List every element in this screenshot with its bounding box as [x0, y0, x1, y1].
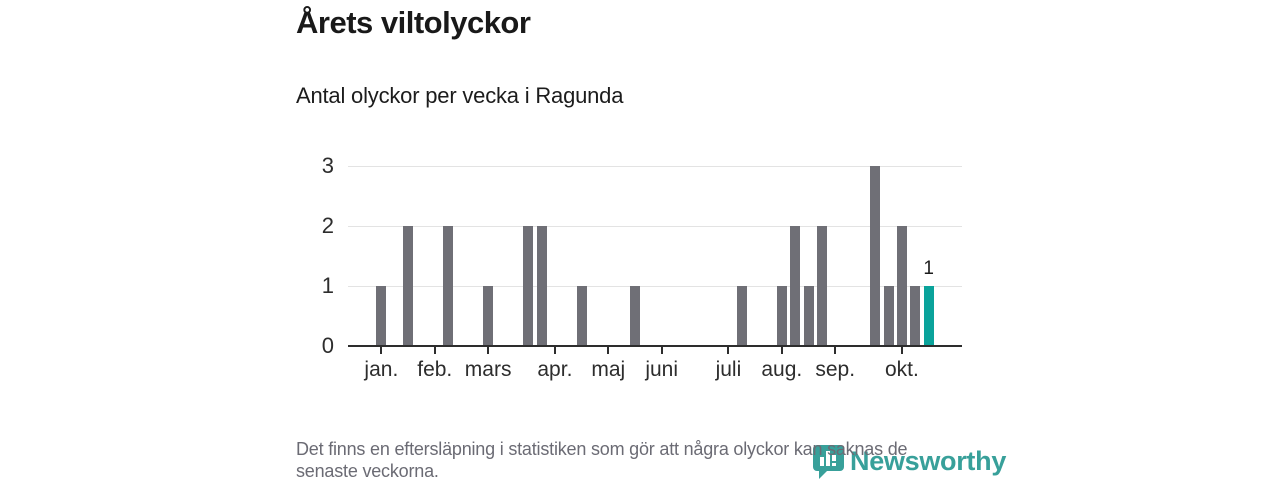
month-label: juli [715, 358, 742, 381]
newsworthy-logo-icon [812, 444, 845, 479]
month-label: feb. [417, 358, 453, 381]
x-axis-tick [553, 347, 556, 354]
gridline [348, 286, 962, 287]
bar-week [629, 286, 640, 346]
bar-week [523, 226, 534, 346]
month-label: okt. [884, 358, 919, 381]
bar-week [576, 286, 587, 346]
month-label: jan. [364, 358, 399, 381]
month-label: mars [464, 358, 512, 381]
month-label: apr. [537, 358, 573, 381]
month-label: juni [645, 358, 679, 381]
bar-week [883, 286, 894, 346]
highlight-value-label: 1 [923, 258, 934, 279]
x-axis-line [348, 345, 962, 347]
y-tick-label: 0 [321, 333, 334, 358]
bar-week [776, 286, 787, 346]
bar-week [376, 286, 387, 346]
bar-week [870, 166, 881, 346]
plot-area: 1 [348, 166, 962, 347]
x-axis-tick [607, 347, 610, 354]
chart-subtitle: Antal olyckor per vecka i Ragunda [296, 83, 624, 108]
bar-week [483, 286, 494, 346]
bar-week [816, 226, 827, 346]
bar-week [910, 286, 921, 346]
gridline [348, 226, 962, 227]
bar-week [536, 226, 547, 346]
newsworthy-logo-text: Newsworthy [850, 445, 1007, 476]
footer-note-line-1: Det finns en eftersläpning i statistiken… [296, 439, 908, 459]
x-axis: jan. feb. mars apr. maj juni juli aug. sep. okt. [348, 347, 962, 389]
x-axis-tick [834, 347, 837, 354]
y-tick-label: 3 [321, 153, 334, 178]
footer-note-line-2: senaste veckorna. [296, 460, 439, 480]
newsworthy-logo: Newsworthy [812, 443, 1006, 479]
x-axis-tick [380, 347, 383, 354]
x-axis-tick [727, 347, 730, 354]
bar-week [790, 226, 801, 346]
month-label: aug. [761, 358, 803, 381]
month-label: sep. [815, 358, 856, 381]
month-label: maj [591, 358, 626, 381]
x-axis-tick [433, 347, 436, 354]
bar-latest-week [923, 286, 934, 346]
y-axis-labels: 0 1 2 3 [292, 153, 334, 358]
y-tick-label: 2 [321, 213, 334, 238]
bar-week [736, 286, 747, 346]
bar-week [443, 226, 454, 346]
page-title: Årets viltolyckor [296, 5, 531, 40]
bar-week [403, 226, 414, 346]
x-axis-tick [780, 347, 783, 354]
x-axis-tick [900, 347, 903, 354]
bar-week [803, 286, 814, 346]
footer-note: Det finns en eftersläpning i statistiken… [296, 439, 996, 480]
gridline [348, 166, 962, 167]
x-axis-tick [660, 347, 663, 354]
bar-week [896, 226, 907, 346]
x-axis-tick [487, 347, 490, 354]
y-tick-label: 1 [321, 273, 334, 298]
